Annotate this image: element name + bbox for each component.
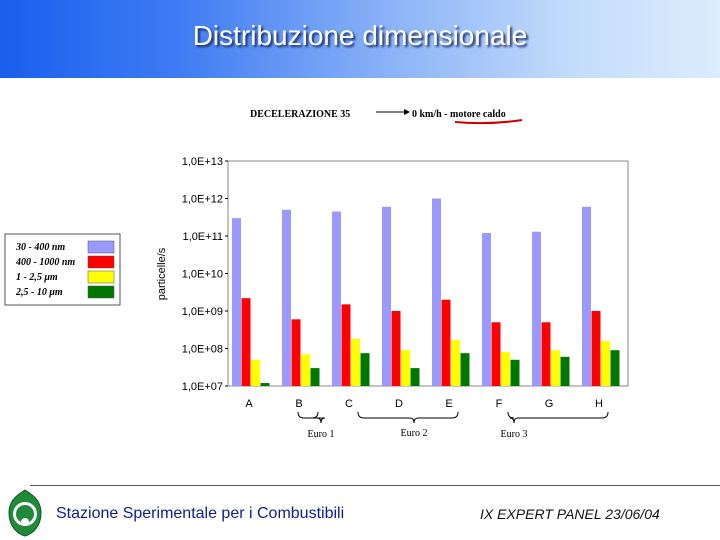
bar-G-2	[541, 322, 551, 386]
footer-divider	[30, 485, 720, 486]
legend-swatch	[87, 255, 115, 269]
x-tick-label: H	[595, 398, 603, 410]
bar-D-1	[382, 206, 391, 386]
y-axis-label: particelle/s	[156, 247, 168, 300]
bar-A-1	[232, 218, 241, 386]
bar-C-1	[332, 211, 341, 386]
bar-D-4	[410, 368, 420, 386]
bar-A-3	[251, 359, 260, 386]
legend-label: 30 - 400 nm	[15, 242, 65, 253]
bar-E-2	[441, 299, 451, 386]
bar-E-1	[432, 198, 441, 386]
bar-H-3	[601, 340, 610, 386]
x-tick-label: D	[395, 398, 403, 410]
x-tick-label: B	[295, 398, 302, 410]
bar-chart: DECELERAZIONE 35 0 km/h - motore caldo 1…	[4, 109, 629, 440]
bar-C-4	[360, 353, 370, 386]
bar-A-4	[260, 383, 270, 386]
ssc-logo	[8, 489, 42, 537]
legend: 30 - 400 nm 400 - 1000 nm 1 - 2,5 μm 2,5 - …	[4, 233, 121, 306]
bar-G-4	[560, 356, 570, 386]
footer-organization: Stazione Sperimentale per i Combustibili	[56, 505, 345, 522]
header-bar	[0, 0, 720, 78]
bar-D-2	[391, 311, 401, 386]
bar-F-2	[491, 322, 501, 386]
y-tick-label: 1,0E+10	[182, 269, 223, 281]
bar-H-2	[591, 311, 601, 386]
subtitle-underline-mark	[454, 119, 523, 125]
title-arrow-head	[404, 109, 410, 115]
x-tick-label: A	[245, 398, 253, 410]
y-tick-label: 1,0E+12	[182, 194, 223, 206]
bar-C-3	[351, 338, 360, 386]
y-tick-label: 1,0E+09	[182, 306, 223, 318]
bar-B-1	[282, 209, 291, 386]
bar-B-3	[301, 354, 310, 386]
x-tick-label: F	[496, 398, 503, 410]
bar-G-3	[551, 350, 560, 386]
y-tick-label: 1,0E+07	[182, 381, 223, 393]
x-tick-label: G	[545, 398, 554, 410]
legend-swatch	[87, 270, 115, 284]
bar-E-3	[451, 339, 460, 386]
chart-title: DECELERAZIONE 35	[250, 109, 350, 120]
group-label: Euro 1	[308, 429, 335, 440]
y-tick-label: 1,0E+11	[183, 231, 223, 243]
bar-A-2	[241, 298, 251, 386]
group-label: Euro 3	[501, 429, 528, 440]
group-brace	[357, 411, 459, 424]
footer-event: IX EXPERT PANEL 23/06/04	[480, 506, 660, 522]
bar-B-2	[291, 319, 301, 386]
bar-H-4	[610, 350, 620, 386]
group-brace	[297, 411, 326, 424]
legend-swatch	[87, 240, 115, 254]
bar-E-4	[460, 353, 470, 386]
bar-D-3	[401, 350, 410, 386]
legend-swatch	[87, 285, 115, 299]
bar-G-1	[532, 231, 541, 386]
slide-title: Distribuzione dimensionale	[192, 20, 528, 51]
group-label: Euro 2	[401, 428, 428, 439]
legend-label: 2,5 - 10 μm	[15, 287, 63, 298]
y-tick-label: 1,0E+08	[182, 344, 223, 356]
x-tick-label: C	[345, 398, 353, 410]
legend-label: 400 - 1000 nm	[15, 257, 75, 268]
legend-label: 1 - 2,5 μm	[16, 272, 58, 283]
bar-F-4	[510, 359, 520, 386]
bar-C-2	[341, 304, 351, 386]
bar-F-1	[482, 233, 491, 386]
bar-B-4	[310, 368, 320, 386]
bar-H-1	[582, 206, 591, 386]
y-tick-label: 1,0E+13	[182, 156, 223, 168]
group-brace	[507, 411, 609, 424]
bar-F-3	[501, 352, 510, 386]
x-tick-label: E	[445, 398, 452, 410]
chart-subtitle: 0 km/h - motore caldo	[412, 109, 506, 120]
